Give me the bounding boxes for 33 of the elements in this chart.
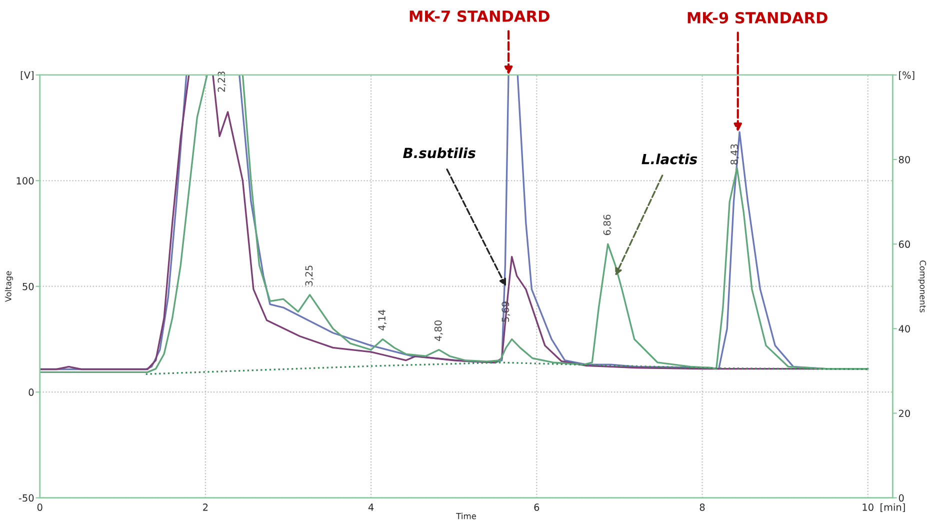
annotation: 2,23 <box>218 72 226 92</box>
y-tick-label: 0 <box>28 388 34 396</box>
x-tick-label: 0 <box>37 504 42 511</box>
y2-tick-label: [%] <box>899 71 914 80</box>
annotation: 4,80 <box>434 320 443 341</box>
annotation: B.subtilis <box>403 147 476 158</box>
y2-tick-label: 60 <box>898 240 910 248</box>
y-tick-label: -50 <box>18 494 34 502</box>
annotation: L.lactis <box>642 154 698 164</box>
x-tick-label: 10 <box>862 504 874 511</box>
y-tick-label: 50 <box>22 282 34 290</box>
y2-tick-label: 20 <box>898 410 910 418</box>
x-tick-label: 2 <box>203 504 208 511</box>
y2-tick-label: 40 <box>898 325 910 332</box>
annotation: MK-7 STANDARD <box>410 10 550 22</box>
x-tick-label: 6 <box>534 504 540 511</box>
y2-tick-label: 80 <box>898 156 910 164</box>
y-tick-label: [V] <box>20 71 34 80</box>
x-tick-label: 8 <box>700 504 705 511</box>
y2-axis-title: Components <box>918 260 926 312</box>
x-tick-label: 4 <box>368 504 374 511</box>
annotation: 3,25 <box>305 266 314 286</box>
y-tick-label: 100 <box>16 177 34 184</box>
annotation: 4,14 <box>378 310 386 330</box>
annotation: 8,43 <box>730 144 739 165</box>
y2-tick-label: 0 <box>898 494 904 502</box>
y-axis-title: Voltage <box>4 271 13 302</box>
annotation: 5,69 <box>502 302 510 322</box>
x-tick-label: [min] <box>880 503 905 512</box>
line-series <box>145 362 869 375</box>
annotation: MK-9 STANDARD <box>688 12 828 24</box>
x-axis-title: Time <box>456 512 476 520</box>
annotation: 6,86 <box>603 214 612 236</box>
